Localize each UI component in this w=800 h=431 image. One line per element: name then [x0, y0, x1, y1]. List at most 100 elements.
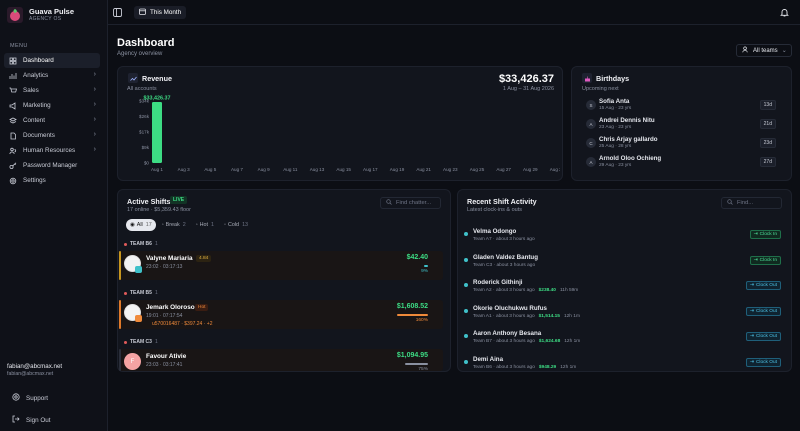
search-icon	[386, 199, 392, 207]
teams-filter[interactable]: All teams ⌄	[736, 44, 792, 57]
clock-out-badge: ⇥ Clock Out	[745, 306, 781, 316]
action-label: Clock In	[759, 232, 777, 237]
live-badge: LIVE	[170, 196, 188, 204]
x-tick-label: Aug 9	[258, 167, 270, 172]
sidebar: Guava Pulse AGENCY OS MENU Dashboard Anal…	[0, 0, 108, 431]
revenue-range: 1 Aug – 31 Aug 2026	[502, 86, 554, 92]
sidebar-item-human-resources[interactable]: Human Resources ›	[4, 143, 100, 158]
sidebar-toggle-icon[interactable]	[113, 8, 122, 17]
tab-break[interactable]: ◦ Break 2	[158, 219, 190, 231]
separator: ·	[491, 339, 497, 344]
top-bar	[108, 0, 800, 25]
support-label: Support	[26, 394, 49, 402]
menu-label: MENU	[10, 43, 28, 49]
gear-icon	[9, 177, 17, 185]
flame-icon: ◦	[195, 222, 198, 228]
platform-icon	[135, 266, 142, 273]
sidebar-nav: Dashboard Analytics › Sales › Marketing › Conte…	[4, 53, 100, 188]
sidebar-item-dashboard[interactable]: Dashboard	[4, 53, 100, 68]
platform-icon	[135, 315, 142, 322]
app-name: Guava Pulse	[29, 7, 75, 16]
activity-team: Team A1	[473, 313, 492, 319]
badge-label: Hot	[198, 305, 206, 310]
team-dot	[124, 291, 127, 295]
cake-icon	[582, 73, 592, 83]
separator: ·	[491, 313, 496, 319]
activity-item: Demi Aina Team B6 · about 3 hours ago $948…	[464, 355, 784, 381]
sidebar-item-documents[interactable]: Documents ›	[4, 128, 100, 143]
sidebar-item-analytics[interactable]: Analytics ›	[4, 68, 100, 83]
birthday-detail: 29 Aug · 23 yrs	[599, 163, 632, 168]
progress-percent: 9%	[421, 269, 428, 274]
period-selector[interactable]: This Month	[134, 6, 187, 19]
tab-count: 17	[145, 222, 152, 228]
x-tick-label: Aug 29	[523, 167, 538, 172]
activity-team: Team B6	[473, 364, 492, 370]
tab-hot[interactable]: ◦ Hot 1	[192, 219, 218, 231]
tab-all[interactable]: ◉ All 17	[126, 219, 156, 231]
separator: ·	[491, 364, 497, 370]
birthday-name: Sofia Anta	[599, 98, 630, 105]
activity-time: about 3 hours ago	[495, 237, 535, 242]
sidebar-item-sales[interactable]: Sales ›	[4, 83, 100, 98]
activity-amount: $948.29	[538, 364, 557, 370]
search-icon	[727, 199, 733, 207]
support-button[interactable]: Support	[12, 393, 48, 403]
x-tick-label: Aug 7	[231, 167, 243, 172]
tab-count: 1	[211, 222, 215, 228]
bell-icon[interactable]	[780, 8, 789, 17]
user-email: fabian@abcmax.net	[7, 371, 54, 377]
chatter-search[interactable]: Find chatter...	[380, 197, 441, 209]
team-header: TEAM B6 1	[124, 241, 158, 247]
activity-item: Okorie Oluchukwu Rufus Team A1 · about 3 …	[464, 304, 784, 330]
sign-out-button[interactable]: Sign Out	[12, 415, 51, 425]
tab-label: All	[136, 222, 143, 228]
activity-item: Velma Odongo Team A7 · about 3 hours ago ⇥…	[464, 227, 784, 253]
x-tick-label: Aug 25	[470, 167, 485, 172]
bar-data-label: $33,426.37	[144, 96, 171, 102]
recent-activity-subtitle: Latest clock-ins & outs	[467, 207, 523, 213]
team-dot	[124, 242, 127, 246]
active-shifts-title: Active Shifts	[127, 197, 171, 206]
sidebar-item-marketing[interactable]: Marketing ›	[4, 98, 100, 113]
tab-cold[interactable]: ◦ Cold 13	[220, 219, 252, 231]
birthdays-subtitle: Upcoming next	[582, 86, 619, 92]
activity-duration: 12h 1m	[560, 364, 577, 370]
activity-search[interactable]: Find...	[721, 197, 782, 209]
activity-meta: Team C3 · about 3 hours ago	[473, 263, 535, 268]
shift-row[interactable]: Jemark Oloroso 19:01 · 07:17:54 Hot u570016…	[119, 300, 443, 329]
sidebar-item-settings[interactable]: Settings	[4, 173, 100, 188]
y-tick-label: $9k	[142, 145, 150, 150]
tab-label: Hot	[199, 222, 209, 228]
chevron-right-icon: ›	[93, 116, 96, 123]
shift-row[interactable]: F Favour Ativie 23:03 · 03:17:41 $1,094.95 7…	[119, 349, 443, 372]
chevron-right-icon: ›	[93, 146, 96, 153]
badge-label: 4.84	[199, 256, 209, 261]
sidebar-item-content[interactable]: Content ›	[4, 113, 100, 128]
page-subtitle: Agency overview	[117, 51, 163, 57]
clock-in-badge: ⇥ Clock In	[749, 230, 781, 239]
activity-search-input[interactable]: Find...	[737, 200, 754, 206]
sidebar-item-label: Marketing	[23, 102, 51, 109]
activity-meta: Team A7 · about 3 hours ago	[473, 237, 535, 242]
birthdays-card	[571, 66, 792, 181]
document-icon	[9, 132, 17, 140]
activity-name: Okorie Oluchukwu Rufus	[473, 304, 547, 312]
y-tick-label: $26k	[139, 114, 150, 119]
separator: ·	[491, 288, 496, 293]
clock-out-badge: ⇥ Clock Out	[745, 281, 781, 290]
chatter-search-input[interactable]: Find chatter...	[396, 200, 432, 206]
rating-badge: 4.84	[196, 255, 212, 262]
sidebar-item-password-manager[interactable]: Password Manager	[4, 158, 100, 173]
x-tick-label: Aug 21	[416, 167, 431, 172]
activity-name: Velma Odongo	[473, 228, 517, 235]
y-tick-label: $17k	[139, 130, 150, 135]
activity-meta: Team A1 · about 3 hours ago $1,514.15 12h …	[473, 314, 580, 319]
activity-amount: $1,514.15	[538, 313, 560, 319]
activity-amount: $238.40	[538, 288, 556, 293]
status-bar	[119, 349, 121, 371]
avatar	[124, 255, 142, 273]
page-title: Dashboard	[117, 37, 175, 49]
snowflake-icon: ◦	[224, 222, 226, 228]
shift-row[interactable]: Valyne Mariaria 23:02 · 03:17:13 4.84 $42.4…	[119, 251, 443, 280]
